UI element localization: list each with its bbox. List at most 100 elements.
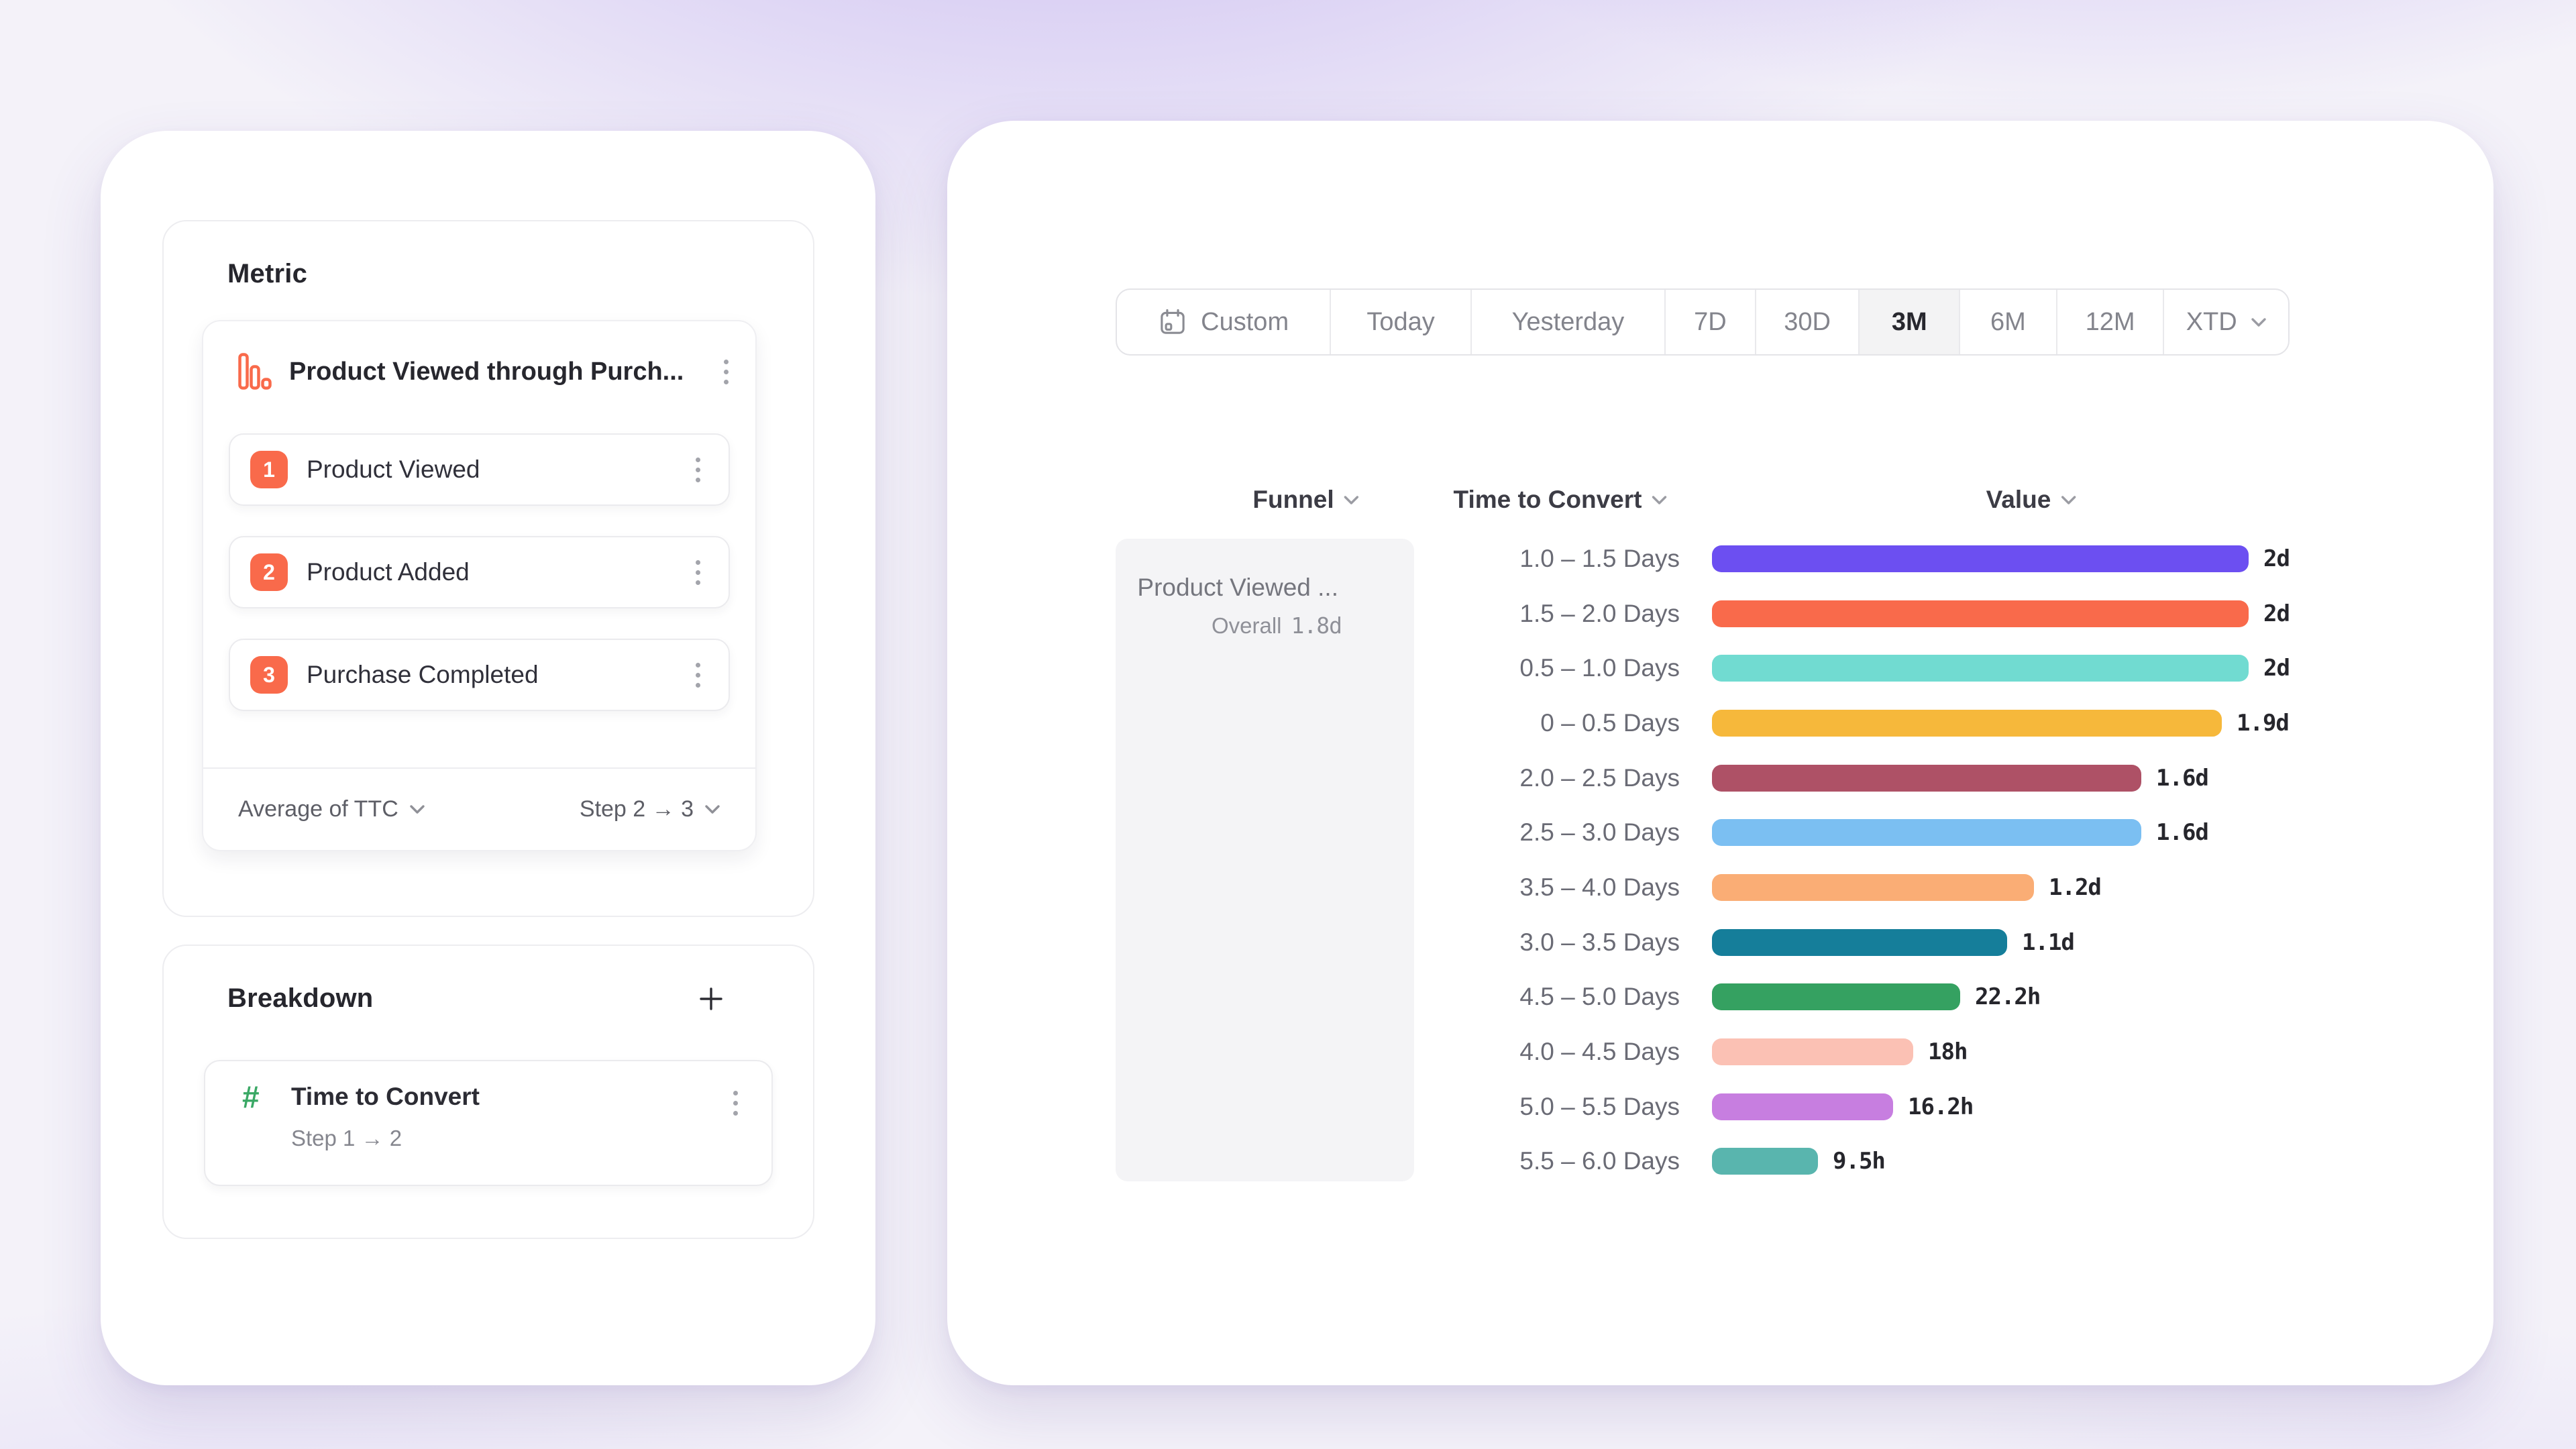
- date-range-option-7d[interactable]: 7D: [1666, 290, 1756, 354]
- value-label: 1.9d: [2237, 709, 2290, 737]
- column-header-label: Funnel: [1252, 486, 1334, 513]
- plus-icon: [700, 987, 722, 1010]
- chevron-down-icon: [705, 805, 720, 814]
- date-range-option-yesterday[interactable]: Yesterday: [1472, 290, 1666, 354]
- funnel-metric-card[interactable]: Product Viewed through Purch... 1 Product…: [202, 320, 757, 851]
- date-range-option-12m[interactable]: 12M: [2057, 290, 2165, 354]
- value-bar[interactable]: [1712, 819, 2141, 847]
- chevron-down-icon: [1344, 495, 1359, 504]
- kebab-menu-icon[interactable]: [696, 457, 700, 482]
- date-range-option-custom[interactable]: Custom: [1117, 290, 1332, 354]
- chevron-down-icon: [410, 805, 425, 814]
- kebab-menu-icon[interactable]: [696, 559, 700, 585]
- bucket-label: 1.5 – 2.0 Days: [1519, 599, 1680, 627]
- bucket-label: 5.5 – 6.0 Days: [1519, 1147, 1680, 1175]
- chart-row: 2.0 – 2.5 Days 1.6d: [1438, 751, 2445, 806]
- value-bar[interactable]: [1712, 709, 2222, 737]
- value-label: 9.5h: [1833, 1148, 1886, 1175]
- report-panel: Custom Today Yesterday 7D 30D 3M 6M 12M XTD Funn…: [947, 121, 2493, 1385]
- bucket-label: 2.0 – 2.5 Days: [1519, 763, 1680, 792]
- value-bar[interactable]: [1712, 873, 2034, 901]
- date-range-option-30d[interactable]: 30D: [1756, 290, 1860, 354]
- bucket-label: 4.5 – 5.0 Days: [1519, 983, 1680, 1011]
- date-range-option-today[interactable]: Today: [1331, 290, 1472, 354]
- chart-row: 3.5 – 4.0 Days 1.2d: [1438, 860, 2445, 915]
- step-range-dropdown[interactable]: Step 2 → 3: [580, 796, 720, 822]
- step-event-label: Product Viewed: [307, 455, 480, 483]
- divider: [203, 767, 755, 769]
- breakdown-item[interactable]: # Time to Convert Step 1 → 2: [204, 1060, 773, 1186]
- value-bar[interactable]: [1712, 1093, 1893, 1120]
- metric-heading: Metric: [227, 259, 308, 288]
- value-label: 22.2h: [1975, 983, 2041, 1011]
- bucket-label: 4.0 – 4.5 Days: [1519, 1038, 1680, 1066]
- value-bar[interactable]: [1712, 600, 2249, 627]
- column-header-label: Value: [1986, 486, 2051, 513]
- column-header-value[interactable]: Value: [1986, 484, 2077, 516]
- step-number-badge: 1: [250, 451, 288, 488]
- value-label: 2d: [2263, 655, 2290, 682]
- kebab-menu-icon[interactable]: [696, 662, 700, 688]
- step-number-badge: 2: [250, 553, 288, 591]
- step-number-badge: 3: [250, 656, 288, 694]
- chart-row: 3.0 – 3.5 Days 1.1d: [1438, 915, 2445, 970]
- kebab-menu-icon[interactable]: [724, 359, 729, 384]
- chart-row: 0.5 – 1.0 Days 2d: [1438, 641, 2445, 696]
- value-label: 18h: [1928, 1038, 1968, 1066]
- funnel-step-row[interactable]: 3 Purchase Completed: [229, 639, 730, 711]
- funnel-footer: Average of TTC Step 2 → 3: [203, 769, 755, 850]
- value-bar[interactable]: [1712, 983, 1960, 1011]
- date-range-option-label: Today: [1366, 307, 1435, 336]
- breakdown-section: Breakdown # Time to Convert Step 1 → 2: [162, 945, 814, 1239]
- date-range-selector: Custom Today Yesterday 7D 30D 3M 6M 12M XTD: [1116, 288, 2290, 356]
- funnel-steps-list: 1 Product Viewed 2 Product Added 3 Purchase C…: [229, 433, 730, 741]
- date-range-option-label: 3M: [1891, 307, 1927, 336]
- funnel-cell[interactable]: Product Viewed ... Overall 1.8d: [1116, 539, 1414, 1181]
- chart-row: 5.0 – 5.5 Days 16.2h: [1438, 1079, 2445, 1134]
- aggregation-label: Average of TTC: [238, 796, 398, 822]
- value-label: 1.2d: [2049, 873, 2102, 901]
- overall-value: 1.8d: [1291, 612, 1342, 639]
- kebab-menu-icon[interactable]: [733, 1091, 738, 1116]
- breakdown-item-name: Time to Convert: [291, 1083, 480, 1110]
- date-range-option-label: Custom: [1201, 307, 1289, 336]
- funnel-step-row[interactable]: 1 Product Viewed: [229, 433, 730, 506]
- breakdown-heading: Breakdown: [227, 983, 374, 1013]
- query-builder-panel: Metric Product Viewed through Purch... 1…: [101, 131, 875, 1385]
- value-bar[interactable]: [1712, 655, 2249, 682]
- breakdown-item-subtitle: Step 1 → 2: [291, 1126, 402, 1150]
- column-header-time-to-convert[interactable]: Time to Convert: [1454, 484, 1668, 516]
- chevron-down-icon: [1652, 495, 1667, 504]
- funnel-title-row: Product Viewed through Purch...: [203, 321, 755, 422]
- date-range-option-xtd[interactable]: XTD: [2164, 290, 2288, 354]
- value-bar[interactable]: [1712, 1148, 1818, 1175]
- chart-row: 5.5 – 6.0 Days 9.5h: [1438, 1134, 2445, 1189]
- step-range-label: Step 2 → 3: [579, 796, 694, 822]
- value-label: 2d: [2263, 600, 2290, 627]
- bucket-label: 3.5 – 4.0 Days: [1519, 873, 1680, 901]
- funnel-step-row[interactable]: 2 Product Added: [229, 536, 730, 608]
- value-bar[interactable]: [1712, 764, 2141, 792]
- date-range-option-label: 30D: [1784, 307, 1831, 336]
- value-bar[interactable]: [1712, 545, 2249, 572]
- chart-row: 1.5 – 2.0 Days 2d: [1438, 586, 2445, 641]
- chart-row: 1.0 – 1.5 Days 2d: [1438, 531, 2445, 586]
- add-breakdown-button[interactable]: [696, 984, 726, 1014]
- value-label: 1.1d: [2022, 928, 2075, 956]
- value-bar[interactable]: [1712, 1038, 1913, 1066]
- bucket-label: 5.0 – 5.5 Days: [1519, 1092, 1680, 1120]
- date-range-option-3m[interactable]: 3M: [1860, 290, 1961, 354]
- value-label: 16.2h: [1908, 1093, 1974, 1120]
- overall-label: Overall: [1211, 613, 1282, 638]
- aggregation-dropdown[interactable]: Average of TTC: [238, 796, 425, 822]
- chart-row: 2.5 – 3.0 Days 1.6d: [1438, 805, 2445, 860]
- metric-section: Metric Product Viewed through Purch... 1…: [162, 220, 814, 917]
- column-header-funnel[interactable]: Funnel: [1252, 484, 1359, 516]
- date-range-option-6m[interactable]: 6M: [1960, 290, 2057, 354]
- chart-row: 4.0 – 4.5 Days 18h: [1438, 1024, 2445, 1079]
- column-header-label: Time to Convert: [1453, 486, 1642, 513]
- value-label: 1.6d: [2156, 764, 2209, 792]
- funnel-name: Product Viewed through Purch...: [289, 357, 684, 386]
- date-range-option-label: 7D: [1694, 307, 1727, 336]
- value-bar[interactable]: [1712, 928, 2007, 956]
